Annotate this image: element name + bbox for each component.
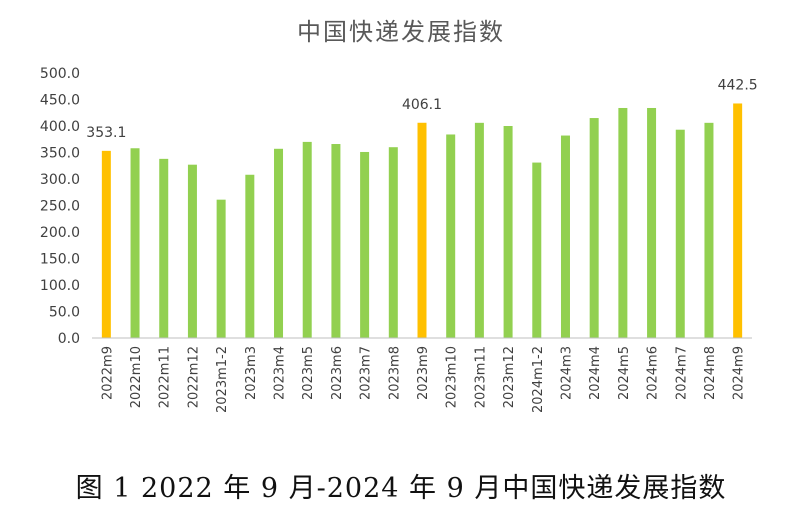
bar: [647, 107, 657, 338]
x-tick-label: 2024m8: [703, 346, 718, 400]
bar: [560, 135, 570, 338]
bar: [532, 162, 542, 338]
x-tick-label: 2023m1-2: [215, 346, 230, 413]
bar: [503, 126, 513, 338]
bar: [704, 122, 714, 338]
y-tick-label: 100.0: [40, 278, 80, 294]
y-tick-label: 300.0: [40, 172, 80, 188]
x-tick-label: 2024m5: [617, 346, 632, 400]
x-tick-label: 2023m9: [416, 346, 431, 400]
x-tick-label: 2024m6: [646, 346, 661, 400]
chart-title: 中国快递发展指数: [297, 18, 505, 46]
x-tick-label: 2023m6: [330, 346, 345, 400]
x-tick-label: 2023m3: [244, 346, 259, 400]
y-tick-label: 400.0: [40, 119, 80, 135]
y-tick-label: 250.0: [40, 199, 80, 215]
x-tick-label: 2023m5: [301, 346, 316, 400]
bar: [187, 164, 197, 338]
y-tick-label: 500.0: [40, 66, 80, 82]
y-tick-label: 0.0: [58, 331, 80, 347]
x-tick-label: 2022m10: [129, 346, 144, 408]
bar-chart: 0.0 50.0 100.0 150.0 200.0 250.0 300.0 350.0 400…: [40, 66, 758, 413]
bar: [245, 174, 255, 338]
figure-caption: 图 1 2022 年 9 月-2024 年 9 月中国快递发展指数: [75, 473, 727, 504]
y-tick-label: 50.0: [49, 305, 80, 321]
x-tick-label: 2023m10: [445, 346, 460, 408]
x-tick-label: 2024m7: [674, 346, 689, 400]
bar: [360, 151, 370, 338]
x-tick-label: 2022m11: [158, 346, 173, 408]
bar: [446, 134, 456, 338]
x-tick-label: 2022m12: [186, 346, 201, 408]
x-tick-label: 2024m3: [559, 346, 574, 400]
y-tick-label: 150.0: [40, 252, 80, 268]
bar: [618, 107, 628, 338]
bar: [388, 147, 398, 338]
x-tick-label: 2023m4: [273, 346, 288, 400]
bar: [159, 158, 169, 338]
bar: [216, 199, 226, 338]
x-tick-label: 2022m9: [100, 346, 115, 400]
y-tick-label: 450.0: [40, 93, 80, 109]
bar: [417, 122, 427, 338]
x-tick-label: 2024m1-2: [531, 346, 546, 413]
bar: [733, 103, 743, 338]
bar: [474, 122, 484, 338]
bar: [331, 144, 341, 338]
data-label: 353.1: [86, 125, 126, 141]
x-tick-label: 2023m7: [359, 346, 374, 400]
x-tick-label: 2024m9: [732, 346, 747, 400]
bar: [101, 150, 111, 338]
bar: [302, 141, 312, 338]
y-tick-label: 350.0: [40, 146, 80, 162]
bar: [675, 129, 685, 338]
bar: [130, 148, 140, 338]
data-label: 442.5: [718, 77, 758, 93]
bar: [589, 118, 599, 338]
bar: [274, 148, 284, 338]
data-label: 406.1: [402, 97, 442, 113]
x-tick-label: 2024m4: [588, 346, 603, 400]
x-tick-label: 2023m12: [502, 346, 517, 408]
x-tick-label: 2023m8: [387, 346, 402, 400]
x-tick-label: 2023m11: [473, 346, 488, 408]
y-tick-label: 200.0: [40, 225, 80, 241]
